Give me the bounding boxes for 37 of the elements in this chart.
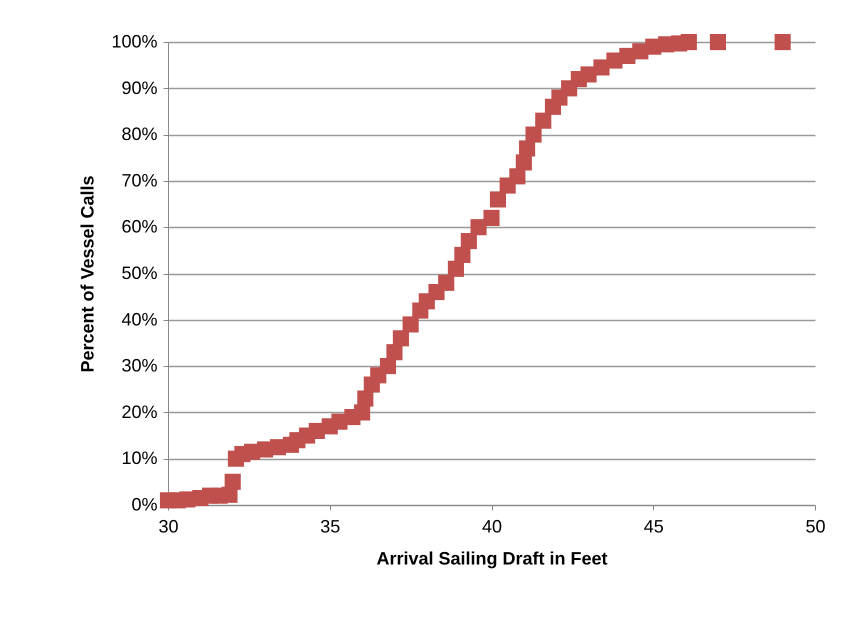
x-axis-title: Arrival Sailing Draft in Feet [376,548,608,568]
x-tick-label: 45 [644,516,664,536]
point [357,390,374,407]
y-tick-label: 50% [121,263,158,283]
point [224,474,241,490]
y-tick-label: 80% [121,124,158,144]
y-tick-label: 90% [121,78,158,98]
point [509,168,526,184]
point [519,140,536,157]
x-tick-label: 50 [805,516,826,536]
point [535,112,552,129]
y-axis-title: Percent of Vessel Calls [77,175,98,373]
point [438,274,454,291]
point [490,191,506,208]
point [402,316,419,332]
point [460,233,477,250]
point [386,344,403,360]
y-tick-label: 100% [111,32,158,52]
point [774,34,791,50]
point [392,330,409,346]
y-tick-label: 10% [121,448,158,468]
y-tick-label: 70% [121,170,158,190]
y-tick-label: 60% [121,216,158,237]
point [680,34,697,50]
point [710,34,726,50]
y-tick-label: 0% [131,494,158,514]
x-tick-label: 30 [158,516,179,536]
point [454,246,470,264]
x-tick-label: 40 [482,516,502,536]
y-tick-label: 20% [121,402,158,422]
point [483,210,500,226]
x-tick-label: 35 [320,516,340,536]
y-tick-label: 30% [121,356,158,376]
point [525,126,542,143]
point [448,260,464,277]
point [470,219,487,236]
y-tick-label: 40% [121,309,158,330]
